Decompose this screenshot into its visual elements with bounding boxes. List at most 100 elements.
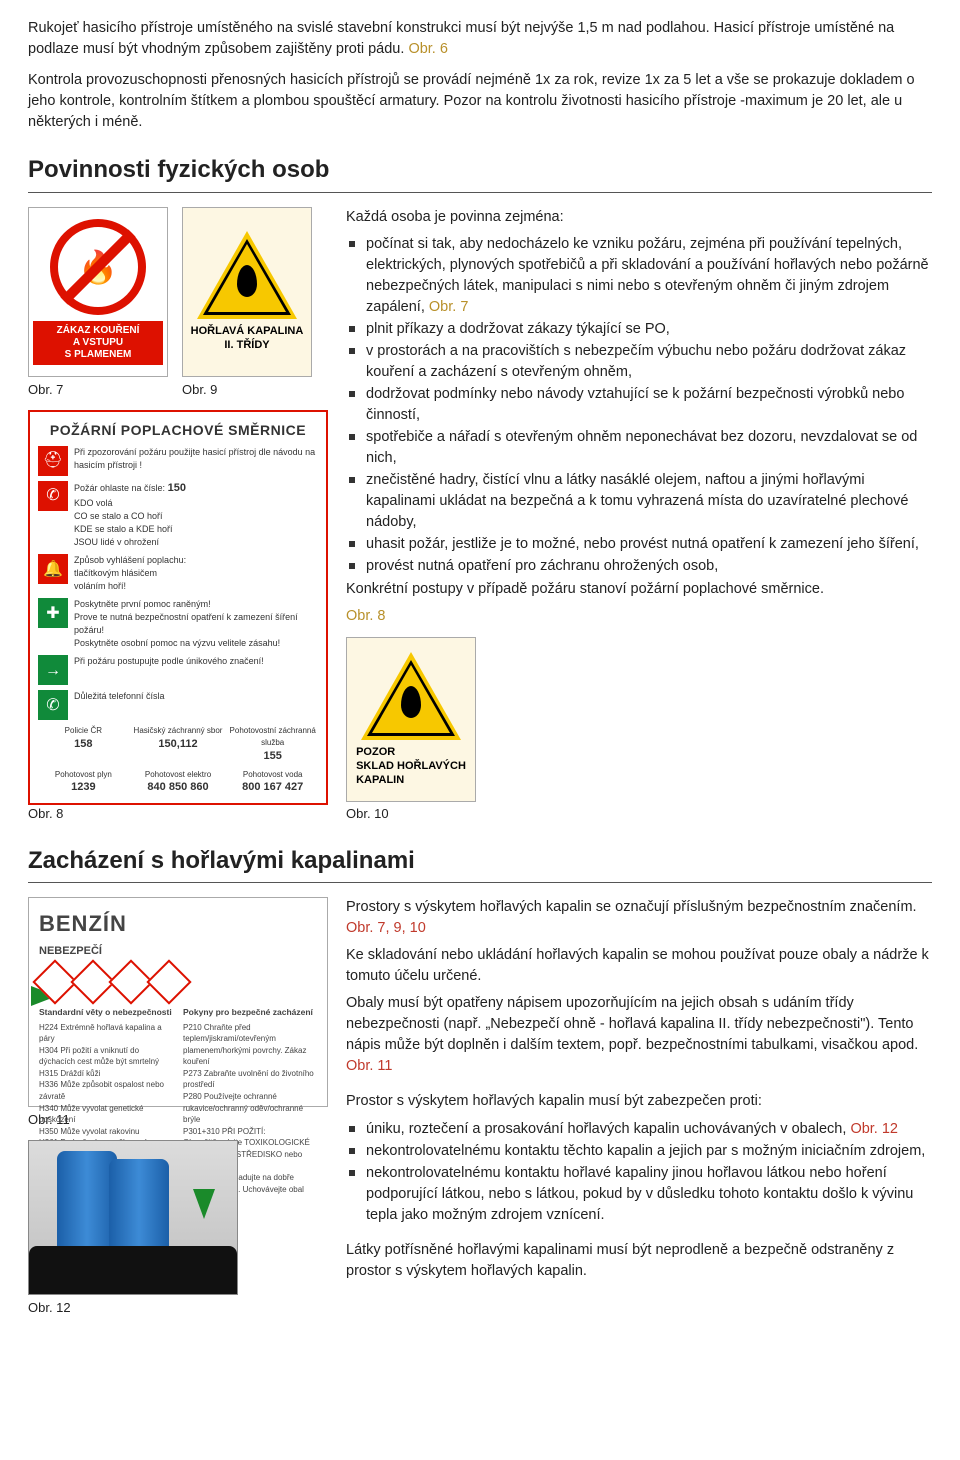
s2-p1: Prostory s výskytem hořlavých kapalin se… [346, 897, 932, 939]
benzin-title: BENZÍN [39, 908, 317, 940]
poster-row4: Poskytněte první pomoc raněným! Prove te… [74, 598, 318, 650]
poster-footer2: Pohotovost plyn1239 Pohotovost elektro84… [38, 769, 318, 797]
poster-r2b: KDO volá CO se stalo a CO hoří KDE se st… [74, 497, 186, 549]
fire-alarm-poster: POŽÁRNÍ POPLACHOVÉ SMĚRNICE ⛑Při zpozoro… [28, 410, 328, 805]
caption-obr10: Obr. 10 [346, 805, 389, 824]
warning-triangle2-icon [361, 652, 461, 740]
s2-p1-text: Prostory s výskytem hořlavých kapalin se… [346, 899, 917, 915]
section1-body: 🔥 ZÁKAZ KOUŘENÍ A VSTUPU S PLAMENEM HOŘL… [28, 207, 932, 805]
section2-title: Zacházení s hořlavými kapalinami [28, 844, 932, 879]
poster-r2a: Požár ohlaste na čísle: [74, 483, 165, 493]
sign-storage-label: POZOR SKLAD HOŘLAVÝCH KAPALIN [356, 746, 466, 787]
alarm-icon: 🔔 [38, 554, 68, 584]
s2-p2: Ke skladování nebo ukládání hořlavých ka… [346, 945, 932, 987]
s2-p3-text: Obaly musí být opatřeny nápisem upozorňu… [346, 995, 918, 1053]
benzin-col2-h: Pokyny pro bezpečné zacházení [183, 1006, 317, 1018]
s2-p3-ref: Obr. 11 [346, 1058, 392, 1074]
section1-title: Povinnosti fyzických osob [28, 153, 932, 188]
section1-rule [28, 192, 932, 193]
exit-icon: → [38, 655, 68, 685]
duties-tail: Konkrétní postupy v případě požáru stano… [346, 579, 932, 600]
poster-row1: Při zpozorování požáru použijte hasicí p… [74, 446, 318, 472]
duties-list: počínat si tak, aby nedocházelo ke vznik… [346, 234, 932, 577]
pf2-n0: 1239 [38, 780, 129, 796]
pf-l2: Pohotovostní záchranná služba [227, 725, 318, 748]
phone-icon: ✆ [38, 481, 68, 511]
duty-3: v prostorách a na pracovištích s nebezpe… [346, 341, 932, 383]
intro-p2: Kontrola provozuschopnosti přenosných ha… [28, 70, 932, 133]
duty-5: spotřebiče a nářadí s otevřeným ohněm ne… [346, 427, 932, 469]
poster-footer1: Policie ČR158 Hasičský záchranný sbor150… [38, 725, 318, 764]
benzin-sub: NEBEZPEČÍ [39, 944, 317, 960]
extinguisher-icon: ⛑ [38, 446, 68, 476]
s2-c3: nekontrolovatelnému kontaktu hořlavé kap… [346, 1163, 932, 1226]
pf2-n1: 840 850 860 [133, 780, 224, 796]
barrel-2 [109, 1159, 169, 1259]
pf-l0: Policie ČR [38, 725, 129, 737]
section2-right: Prostory s výskytem hořlavých kapalin se… [346, 897, 932, 1318]
duty-4: dodržovat podmínky nebo návody vztahujíc… [346, 384, 932, 426]
s2-c1: úniku, roztečení a prosakování hořlavých… [346, 1119, 932, 1140]
sign-pair-top: 🔥 ZÁKAZ KOUŘENÍ A VSTUPU S PLAMENEM HOŘL… [28, 207, 328, 377]
warning-triangle-icon [197, 231, 297, 319]
poster-r3b: tlačítkovým hlásičem voláním hoří! [74, 567, 186, 593]
caption-obr8: Obr. 8 [28, 805, 346, 824]
poster-r2-num: 150 [168, 482, 186, 494]
section2-left: BENZÍN NEBEZPEČÍ Standardní věty o nebez… [28, 897, 328, 1318]
phone2-icon: ✆ [38, 690, 68, 720]
intro-p1-text: Rukojeť hasicího přístroje umístěného na… [28, 20, 894, 57]
pf-l1: Hasičský záchranný sbor [133, 725, 224, 737]
prohibition-circle-icon: 🔥 [50, 219, 146, 315]
poster-title: POŽÁRNÍ POPLACHOVÉ SMĚRNICE [38, 420, 318, 440]
spill-tray [29, 1246, 237, 1294]
ghs-picto-row [39, 966, 317, 998]
ghs-env-icon [146, 960, 191, 1005]
pf2-l1: Pohotovost elektro [133, 769, 224, 781]
pf2-l2: Pohotovost voda [227, 769, 318, 781]
pf2-l0: Pohotovost plyn [38, 769, 129, 781]
section2-body: BENZÍN NEBEZPEČÍ Standardní věty o nebez… [28, 897, 932, 1318]
duty-1-ref: Obr. 7 [429, 299, 469, 315]
s2-p4: Látky potřísněné hořlavými kapalinami mu… [346, 1240, 932, 1282]
benzin-col1-h: Standardní věty o nebezpečnosti [39, 1006, 173, 1018]
s2-lead2: Prostor s výskytem hořlavých kapalin mus… [346, 1091, 932, 1112]
sign-no-smoking: 🔥 ZÁKAZ KOUŘENÍ A VSTUPU S PLAMENEM [28, 207, 168, 377]
duty-7: uhasit požár, jestliže je to možné, nebo… [346, 534, 932, 555]
s2-list: úniku, roztečení a prosakování hořlavých… [346, 1119, 932, 1226]
duty-2: plnit příkazy a dodržovat zákazy týkajíc… [346, 319, 932, 340]
pf-n2: 155 [227, 749, 318, 765]
caption-obr12: Obr. 12 [28, 1299, 328, 1318]
poster-row3: Způsob vyhlášení poplachu: tlačítkovým h… [74, 554, 186, 593]
caption-obr9: Obr. 9 [182, 381, 312, 400]
duty-8: provést nutná opatření pro záchranu ohro… [346, 556, 932, 577]
s2-p1-ref: Obr. 7, 9, 10 [346, 920, 426, 936]
duty-1: počínat si tak, aby nedocházelo ke vznik… [346, 234, 932, 318]
pf-n0: 158 [38, 737, 129, 753]
s2-p3: Obaly musí být opatřeny nápisem upozorňu… [346, 993, 932, 1077]
duties-tail-ref: Obr. 8 [346, 608, 386, 624]
sign-flammable-label: HOŘLAVÁ KAPALINA II. TŘÍDY [191, 325, 304, 353]
intro-p1: Rukojeť hasicího přístroje umístěného na… [28, 18, 932, 60]
sign-no-smoking-label: ZÁKAZ KOUŘENÍ A VSTUPU S PLAMENEM [33, 321, 163, 365]
poster-row2: Požár ohlaste na čísle: 150 KDO volá CO … [74, 481, 186, 549]
section2-rule [28, 882, 932, 883]
barrel-1 [57, 1151, 117, 1251]
sign-flammable-liquid: HOŘLAVÁ KAPALINA II. TŘÍDY [182, 207, 312, 377]
pf-n1: 150,112 [133, 737, 224, 753]
benzin-label-sheet: BENZÍN NEBEZPEČÍ Standardní věty o nebez… [28, 897, 328, 1107]
green-arrow2-icon [193, 1189, 215, 1219]
firstaid-icon: ✚ [38, 598, 68, 628]
section1-right: Každá osoba je povinna zejména: počínat … [346, 207, 932, 805]
pf2-n2: 800 167 427 [227, 780, 318, 796]
duties-lead: Každá osoba je povinna zejména: [346, 207, 932, 228]
intro-p1-ref: Obr. 6 [408, 41, 448, 57]
sign-storage-warning: POZOR SKLAD HOŘLAVÝCH KAPALIN [346, 637, 476, 802]
caption-obr7: Obr. 7 [28, 381, 168, 400]
duty-6: znečistěné hadry, čistící vlnu a látky n… [346, 470, 932, 533]
barrels-photo [28, 1140, 238, 1295]
s2-c1-text: úniku, roztečení a prosakování hořlavých… [366, 1121, 850, 1137]
poster-r3: Způsob vyhlášení poplachu: [74, 554, 186, 567]
section1-left: 🔥 ZÁKAZ KOUŘENÍ A VSTUPU S PLAMENEM HOŘL… [28, 207, 328, 805]
s2-c2: nekontrolovatelnému kontaktu těchto kapa… [346, 1141, 932, 1162]
s2-c1-ref: Obr. 12 [850, 1121, 898, 1137]
